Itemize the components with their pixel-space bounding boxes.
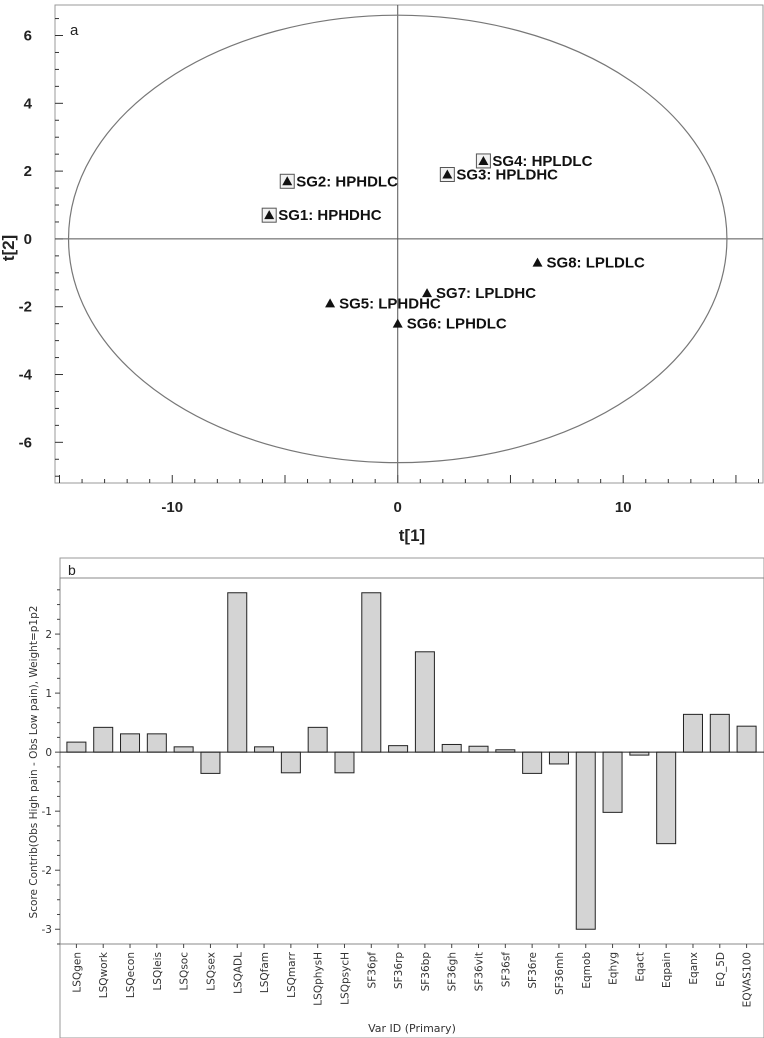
contribution-bar [602, 751, 623, 813]
data-point-label: SG4: HPLDLC [492, 153, 592, 170]
x-tick-label: SF36bp [420, 952, 432, 992]
x-tick-label: Eqpain [661, 952, 673, 988]
contribution-bar [361, 592, 382, 753]
data-point-label: SG5: LPHDHC [339, 295, 441, 312]
contribution-bar [468, 745, 489, 753]
contribution-bar [388, 745, 409, 753]
contribution-bar [709, 713, 730, 753]
y-tick-label: -6 [19, 434, 32, 451]
contribution-bar [522, 751, 543, 774]
x-tick-label: SF36re [527, 952, 539, 989]
contribution-bar [682, 713, 703, 753]
x-tick-label: LSQecon [125, 952, 137, 998]
data-point-label: SG1: HPHDHC [278, 207, 382, 224]
contribution-bar [200, 751, 221, 774]
y-tick-label: -1 [42, 806, 52, 818]
score-plot-x-axis-label: t[1] [399, 526, 425, 545]
x-tick-label: Eqmob [581, 952, 593, 989]
contribution-bar [575, 751, 596, 930]
data-point-label: SG2: HPHDLC [296, 173, 398, 190]
y-tick-label: 2 [24, 163, 32, 180]
x-tick-label: Eqanx [688, 952, 700, 985]
contribution-bar [146, 733, 167, 753]
x-tick-label: LSQADL [232, 952, 244, 994]
contribution-plot-panel: b Var ID (Primary) Score Contrib(Obs Hig… [28, 557, 764, 1038]
contribution-bar [280, 751, 301, 774]
contribution-bar [414, 651, 435, 753]
x-tick-label: Eqhyg [608, 952, 620, 985]
x-tick-label: SF36gh [447, 952, 459, 991]
data-point-marker [442, 169, 453, 179]
contribution-bar [334, 751, 355, 774]
data-point-marker [282, 176, 293, 186]
contribution-bar [120, 733, 141, 753]
x-tick-label: LSQphysH [313, 952, 325, 1006]
contribution-bar [93, 726, 114, 753]
data-point-label: SG8: LPLDLC [547, 255, 646, 272]
y-tick-label: 0 [45, 747, 52, 759]
data-point-marker [392, 318, 403, 328]
x-tick-label: SF36sf [500, 952, 512, 988]
y-tick-label: -2 [42, 865, 52, 877]
contribution-bar [307, 726, 328, 753]
y-tick-label: -2 [19, 299, 32, 316]
y-tick-label: 1 [45, 688, 52, 700]
x-tick-label: SF36rp [393, 952, 405, 989]
x-tick-label: 0 [394, 499, 402, 516]
contribution-bar [736, 725, 757, 753]
contribution-bar [173, 746, 194, 753]
contribution-bar [66, 741, 87, 753]
y-tick-label: -4 [19, 367, 33, 384]
data-point-marker [478, 155, 489, 165]
y-tick-label: 0 [24, 231, 32, 248]
y-tick-label: -3 [42, 924, 52, 936]
x-tick-label: EQVAS100 [742, 952, 754, 1007]
y-tick-label: 2 [45, 629, 52, 641]
x-tick-label: 10 [615, 499, 632, 516]
contribution-bar [656, 751, 677, 845]
contribution-plot-y-axis-label: Score Contrib(Obs High pain - Obs Low pa… [28, 606, 40, 919]
data-point-label: SG3: HPLDHC [456, 167, 558, 184]
score-plot-frame [54, 4, 764, 484]
x-tick-label: LSQleis [152, 952, 164, 991]
x-tick-label: -10 [161, 499, 183, 516]
x-tick-label: SF36vit [474, 952, 486, 991]
x-tick-label: LSQgen [71, 952, 83, 993]
confidence-ellipse [67, 14, 728, 464]
score-plot-panel-label: a [70, 22, 79, 39]
contribution-bar [254, 746, 275, 753]
x-tick-label: SF36pf [366, 952, 378, 989]
x-tick-label: LSQpsycH [339, 952, 351, 1005]
data-point-marker [264, 210, 275, 220]
y-tick-label: 4 [24, 95, 33, 112]
contribution-bar [441, 743, 462, 753]
score-plot-y-axis-label: t[2] [0, 235, 18, 261]
x-tick-label: LSQmarr [286, 951, 298, 998]
data-point-label: SG7: LPLDHC [436, 285, 536, 302]
x-tick-label: LSQsoc [179, 952, 191, 991]
data-point-marker [532, 257, 543, 267]
data-point-label: SG6: LPHDLC [407, 316, 507, 333]
x-tick-label: SF36mh [554, 952, 566, 995]
x-tick-label: LSQsex [205, 952, 217, 991]
data-point-marker [325, 298, 336, 308]
x-tick-label: LSQwork [98, 951, 110, 998]
data-point-marker [422, 288, 433, 298]
contribution-bar [548, 751, 569, 765]
score-plot-panel: a t[1] t[2] 6 4 2 0 -2 -4 -6 -10 0 10 SG1: HPHDHC S… [0, 4, 764, 545]
x-tick-label: LSQfam [259, 952, 271, 993]
x-tick-label: EQ_5D [715, 952, 727, 987]
contribution-plot-area [59, 577, 764, 945]
contribution-plot-panel-label: b [68, 562, 76, 578]
x-tick-label: Eqact [634, 952, 646, 982]
contribution-bar [227, 592, 248, 753]
contribution-plot-x-axis-label: Var ID (Primary) [368, 1022, 456, 1035]
y-tick-label: 6 [24, 28, 32, 45]
